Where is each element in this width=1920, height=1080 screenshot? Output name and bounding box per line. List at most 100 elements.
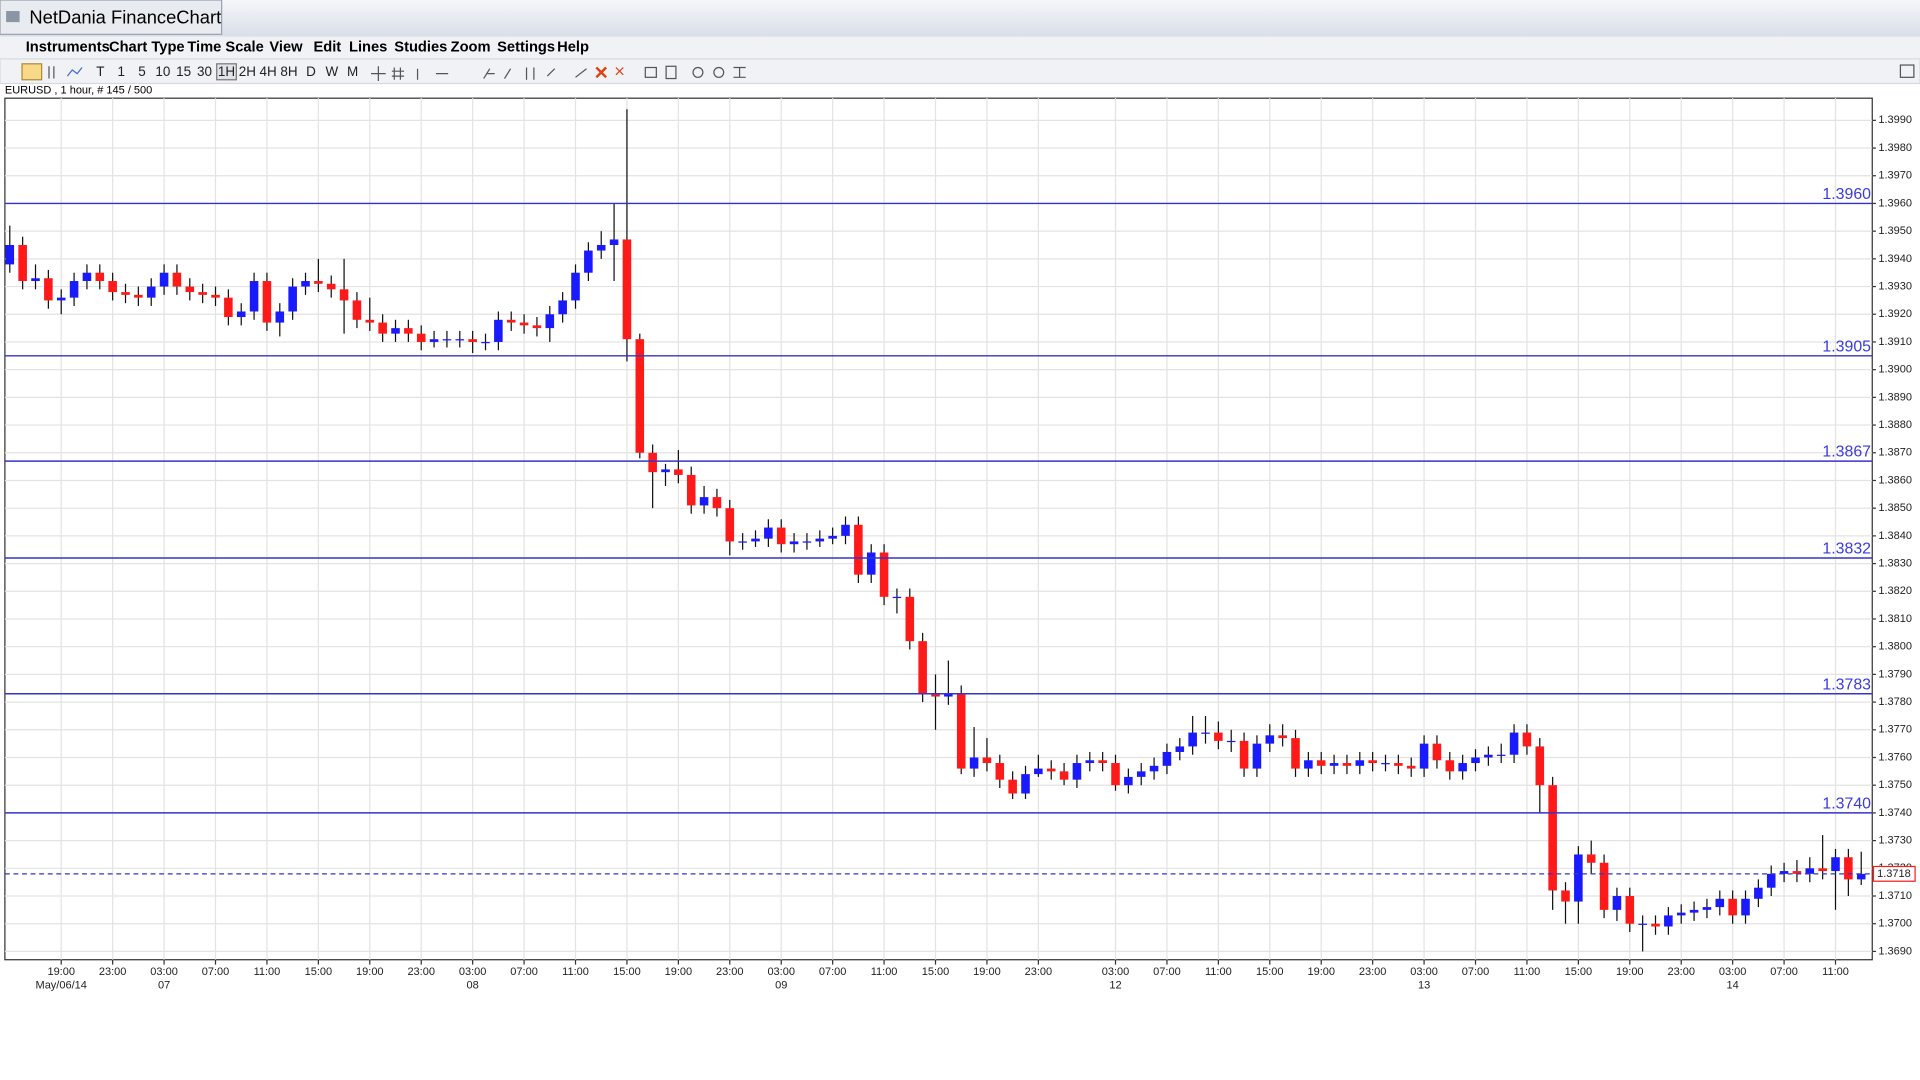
candle-body [1471, 757, 1480, 764]
candle-body [995, 763, 1005, 780]
x-date-label: 13 [1418, 979, 1430, 991]
last-price-box [1872, 865, 1916, 882]
candle-body [1072, 763, 1082, 780]
y-tick-label: 1.3880 [1878, 419, 1912, 431]
candle-body [1844, 857, 1853, 880]
instrument-info: EURUSD , 1 hour, # 145 / 500 [5, 85, 152, 97]
candle-body [198, 292, 207, 295]
menu-item[interactable]: Instruments [26, 40, 110, 56]
candle-body [1522, 732, 1532, 747]
candle-body [1419, 743, 1429, 769]
toolbar [0, 58, 1920, 85]
candle-body [224, 297, 233, 318]
candle-body [236, 311, 246, 318]
candle-body [1445, 760, 1455, 772]
menu-item[interactable]: View [269, 40, 303, 56]
candle-body [1599, 862, 1609, 910]
icon-print[interactable] [644, 66, 657, 78]
timescale-button[interactable]: 1H [218, 64, 235, 79]
candle-body [1252, 743, 1262, 769]
title-bar [0, 0, 1920, 37]
candle-body [172, 272, 182, 287]
y-tick-label: 1.3780 [1878, 696, 1912, 708]
timescale-button[interactable]: 10 [155, 64, 170, 79]
timescale-button[interactable]: 1 [117, 64, 124, 79]
candle-body [1818, 868, 1827, 872]
icon-window[interactable] [1899, 64, 1915, 78]
x-tick-label: 19:00 [1307, 966, 1335, 978]
candle-body [596, 245, 606, 251]
timescale-button[interactable]: D [306, 64, 316, 79]
menu-item[interactable]: Chart Type [109, 40, 185, 56]
candle-body [275, 311, 285, 323]
timescale-button[interactable]: 4H [260, 64, 277, 79]
timescale-button[interactable]: M [347, 64, 358, 79]
x-date-label: 14 [1727, 979, 1739, 991]
menu-item[interactable]: Settings [497, 40, 555, 56]
x-tick-label: 03:00 [1102, 966, 1130, 978]
menu-item[interactable]: Lines [349, 40, 387, 56]
y-tick-label: 1.3700 [1878, 918, 1912, 930]
timescale-button[interactable]: T [96, 64, 104, 79]
y-tick-label: 1.3760 [1878, 751, 1912, 763]
candle-body [519, 322, 529, 326]
x-tick-label: 07:00 [819, 966, 847, 978]
icon-preview[interactable] [665, 65, 677, 80]
menu-item[interactable]: Zoom [451, 40, 491, 56]
timescale-button[interactable]: 30 [197, 64, 212, 79]
candle-body [1136, 771, 1146, 777]
timescale-button[interactable]: W [325, 64, 338, 79]
candle-body [1535, 746, 1545, 786]
candle-body [1355, 760, 1365, 766]
x-date-label: 08 [467, 979, 479, 991]
candle-body [1586, 854, 1596, 863]
menu-item[interactable]: Help [557, 40, 589, 56]
icon-delete-all[interactable] [615, 67, 624, 76]
candle-body [1316, 760, 1326, 766]
timescale-button[interactable]: 5 [138, 64, 145, 79]
timescale-button[interactable]: 8H [280, 64, 297, 79]
candle-body [339, 289, 349, 301]
candle-body [1728, 898, 1737, 916]
candle-body [288, 286, 297, 312]
candle-body [326, 283, 336, 290]
icon-candle[interactable] [21, 63, 43, 81]
menu-item[interactable]: Edit [313, 40, 341, 56]
candle-body [956, 693, 966, 769]
y-tick-label: 1.3790 [1878, 668, 1912, 680]
icon-delete[interactable] [595, 66, 607, 79]
candle-body [854, 524, 863, 575]
candle-body [532, 325, 542, 329]
x-tick-label: 19:00 [973, 966, 1001, 978]
level-label: 1.3905 [1822, 338, 1871, 355]
candle-body [1805, 868, 1815, 874]
x-date-label: 12 [1109, 979, 1121, 991]
icon-bars[interactable] [48, 66, 55, 79]
candle-body [442, 339, 452, 341]
candle-body [506, 319, 516, 323]
candle-body [751, 538, 760, 542]
candle-body [892, 596, 902, 599]
candle-body [1484, 754, 1493, 758]
timescale-button[interactable]: 15 [176, 64, 191, 79]
x-tick-label: 23:00 [716, 966, 744, 978]
y-tick-label: 1.3750 [1878, 779, 1912, 791]
menu-item[interactable]: Studies [394, 40, 447, 56]
icon-zoom-out[interactable] [713, 66, 725, 78]
icon-tools[interactable] [371, 66, 587, 81]
candle-body [1625, 896, 1635, 924]
x-tick-label: 03:00 [459, 966, 487, 978]
candle-body [185, 286, 195, 293]
y-tick-label: 1.3900 [1878, 364, 1912, 376]
candle-body [429, 339, 439, 342]
icon-line[interactable] [66, 67, 83, 77]
y-tick-label: 1.3800 [1878, 641, 1912, 653]
candle-body [1214, 732, 1223, 741]
icon-zoom-in[interactable] [692, 66, 704, 78]
candle-body [1432, 743, 1442, 761]
menu-item[interactable]: Time Scale [187, 40, 263, 56]
candle-body [1638, 923, 1647, 925]
icon-fit[interactable] [733, 66, 746, 78]
timescale-button[interactable]: 2H [239, 64, 256, 79]
